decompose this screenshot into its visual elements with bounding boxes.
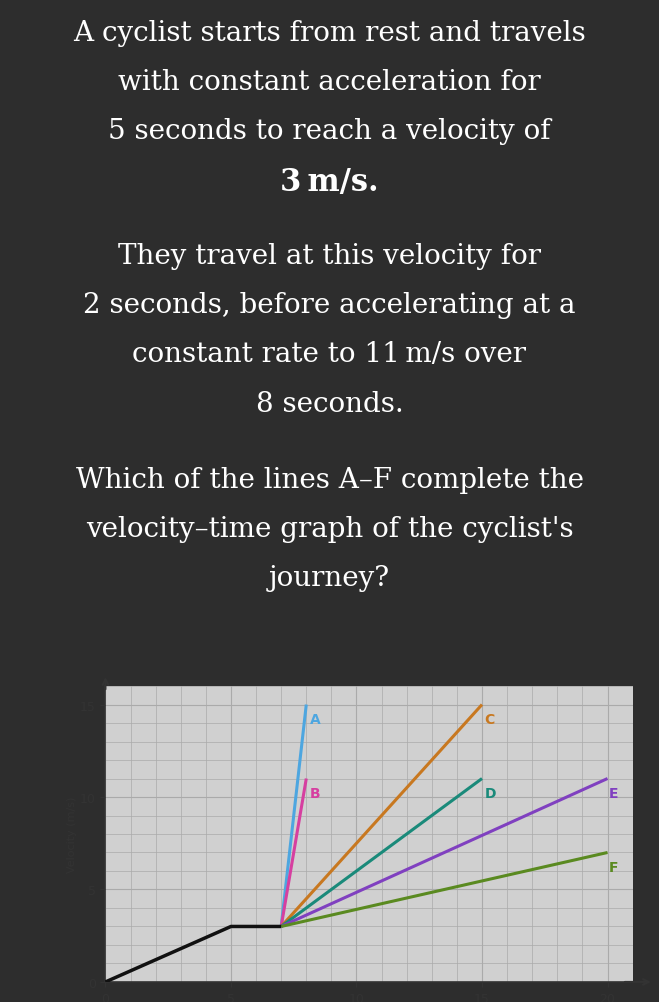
Text: Which of the lines A–F complete the: Which of the lines A–F complete the: [76, 466, 583, 493]
Text: 2 seconds, before accelerating at a: 2 seconds, before accelerating at a: [83, 293, 576, 319]
Text: 3 m/s.: 3 m/s.: [280, 167, 379, 198]
Text: E: E: [609, 787, 618, 801]
Text: A cyclist starts from rest and travels: A cyclist starts from rest and travels: [73, 20, 586, 47]
Text: They travel at this velocity for: They travel at this velocity for: [118, 243, 541, 271]
Text: C: C: [484, 712, 495, 726]
Text: constant rate to 11 m/s over: constant rate to 11 m/s over: [132, 341, 527, 368]
Text: B: B: [310, 787, 321, 801]
Text: journey?: journey?: [269, 564, 390, 591]
Text: F: F: [609, 860, 618, 874]
Y-axis label: Velocity (m/s): Velocity (m/s): [67, 796, 77, 873]
Text: velocity–time graph of the cyclist's: velocity–time graph of the cyclist's: [86, 515, 573, 542]
Text: D: D: [484, 787, 496, 801]
Text: 8 seconds.: 8 seconds.: [256, 390, 403, 417]
Text: A: A: [310, 712, 321, 726]
Text: 5 seconds to reach a velocity of: 5 seconds to reach a velocity of: [108, 118, 551, 145]
Text: with constant acceleration for: with constant acceleration for: [118, 69, 541, 96]
